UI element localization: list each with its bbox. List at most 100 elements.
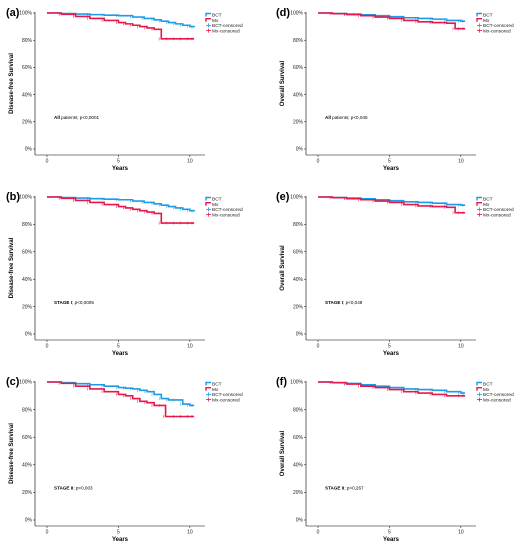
series-bct bbox=[47, 196, 195, 212]
panel-label: (a) bbox=[6, 7, 20, 19]
series-mx bbox=[318, 12, 466, 30]
y-tick-label: 20% bbox=[293, 120, 304, 126]
annotation-bold: STAGE II bbox=[54, 486, 73, 491]
y-tick-label: 20% bbox=[22, 490, 33, 496]
x-tick-label: 10 bbox=[458, 530, 464, 536]
x-tick-label: 10 bbox=[187, 159, 193, 165]
x-axis-title: Years bbox=[112, 351, 129, 357]
legend-item-label: BCT-censored bbox=[483, 392, 514, 398]
y-tick-label: 40% bbox=[293, 463, 304, 469]
y-tick-label: 20% bbox=[22, 304, 33, 310]
y-tick-label: 60% bbox=[293, 65, 304, 71]
series-mx bbox=[318, 381, 466, 397]
legend-item-label: Mx bbox=[483, 202, 490, 208]
x-axis-title: Years bbox=[383, 166, 400, 172]
x-tick-label: 0 bbox=[46, 530, 49, 536]
chart-panel-4: (e) 0% 20% 40% 60% 80% 100% 0 5 10 Years Overall Su… bbox=[276, 191, 514, 357]
panel-label: (e) bbox=[276, 191, 290, 203]
x-tick-label: 10 bbox=[187, 344, 193, 350]
legend-item-label: Mx bbox=[212, 18, 219, 24]
series-bct bbox=[47, 12, 195, 28]
legend-swatch bbox=[476, 196, 482, 201]
series-mx bbox=[318, 196, 466, 214]
annotation: All patients; p<0,0001 bbox=[54, 115, 100, 120]
y-axis-title: Overall Survival bbox=[280, 245, 286, 291]
y-tick-label: 60% bbox=[22, 65, 33, 71]
y-tick-label: 40% bbox=[293, 277, 304, 283]
legend-item-label: BCT bbox=[212, 382, 222, 388]
x-axis-title: Years bbox=[383, 351, 400, 357]
y-tick-label: 60% bbox=[293, 250, 304, 256]
annotation-text: patients; p<0,045 bbox=[331, 115, 368, 120]
legend-item-label: BCT-censored bbox=[212, 23, 243, 29]
y-tick-label: 80% bbox=[293, 38, 304, 44]
panel-label: (f) bbox=[276, 376, 287, 388]
annotation-bold: STAGE I bbox=[54, 300, 72, 305]
y-tick-label: 100% bbox=[19, 195, 32, 201]
y-axis-title: Disease-free Survival bbox=[9, 423, 15, 484]
legend-item-label: Mx bbox=[483, 387, 490, 393]
x-tick-label: 5 bbox=[117, 530, 120, 536]
x-tick-label: 0 bbox=[317, 159, 320, 165]
x-tick-label: 10 bbox=[187, 530, 193, 536]
x-tick-label: 5 bbox=[388, 159, 391, 165]
y-axis-title: Overall Survival bbox=[280, 430, 286, 476]
x-tick-label: 0 bbox=[46, 159, 49, 165]
chart-panel-3: (d) 0% 20% 40% 60% 80% 100% 0 5 10 Years Overall Su… bbox=[276, 7, 514, 172]
legend-item-label: Mx bbox=[212, 387, 219, 393]
y-tick-label: 60% bbox=[22, 250, 33, 256]
y-tick-label: 40% bbox=[22, 277, 33, 283]
annotation: STAGE I; p<0,0005 bbox=[54, 300, 94, 305]
legend-item-label: BCT bbox=[483, 13, 493, 19]
x-tick-label: 0 bbox=[46, 344, 49, 350]
annotation-bold: STAGE I bbox=[325, 300, 343, 305]
legend-item-label: Mx-censored bbox=[212, 28, 240, 34]
y-tick-label: 40% bbox=[293, 92, 304, 98]
annotation-bold: All bbox=[54, 115, 60, 120]
y-tick-label: 100% bbox=[19, 380, 32, 386]
legend-item-label: BCT-censored bbox=[212, 207, 243, 213]
legend-item-label: Mx-censored bbox=[483, 212, 511, 218]
y-tick-label: 20% bbox=[293, 304, 304, 310]
y-tick-label: 100% bbox=[19, 11, 32, 17]
legend-swatch bbox=[476, 381, 482, 386]
legend-swatch bbox=[205, 18, 211, 22]
legend-item-label: Mx bbox=[212, 202, 219, 208]
legend-swatch bbox=[205, 196, 211, 201]
y-axis-title: Disease-free Survival bbox=[9, 53, 15, 114]
chart-panel-2: (c) 0% 20% 40% 60% 80% 100% 0 5 10 Years Disease-fr… bbox=[6, 376, 243, 543]
annotation-text: patients; p<0,0001 bbox=[60, 115, 100, 120]
x-axis-title: Years bbox=[112, 166, 129, 172]
y-tick-label: 0% bbox=[25, 518, 33, 524]
series-mx bbox=[47, 12, 195, 40]
x-axis-title: Years bbox=[112, 537, 129, 543]
legend-item-label: Mx bbox=[483, 18, 490, 24]
y-tick-label: 20% bbox=[22, 120, 33, 126]
legend-item-label: BCT bbox=[483, 382, 493, 388]
annotation-bold: STAGE II bbox=[325, 486, 344, 491]
legend-swatch bbox=[205, 202, 211, 206]
panel-label: (c) bbox=[6, 376, 20, 388]
x-tick-label: 5 bbox=[388, 530, 391, 536]
legend-item-label: Mx-censored bbox=[483, 28, 511, 34]
y-tick-label: 40% bbox=[22, 92, 33, 98]
legend-item-label: BCT-censored bbox=[483, 23, 514, 29]
x-tick-label: 10 bbox=[458, 159, 464, 165]
annotation-text: ; p<0,048 bbox=[343, 300, 363, 305]
legend-item-label: BCT bbox=[483, 197, 493, 203]
legend-item-label: BCT bbox=[212, 13, 222, 19]
series-mx bbox=[47, 196, 195, 224]
legend-item-label: BCT-censored bbox=[212, 392, 243, 398]
chart-panel-0: (a) 0% 20% 40% 60% 80% 100% 0 5 10 Years Disease-fr… bbox=[6, 7, 243, 172]
legend-item-label: Mx-censored bbox=[212, 397, 240, 403]
y-tick-label: 100% bbox=[290, 195, 303, 201]
y-tick-label: 80% bbox=[22, 407, 33, 413]
y-tick-label: 0% bbox=[25, 332, 33, 338]
y-tick-label: 0% bbox=[296, 332, 304, 338]
y-tick-label: 20% bbox=[293, 490, 304, 496]
annotation: STAGE I; p<0,048 bbox=[325, 300, 363, 305]
y-axis-title: Overall Survival bbox=[280, 60, 286, 106]
series-mx bbox=[47, 381, 195, 418]
annotation: STAGE II; p<0,003 bbox=[54, 486, 93, 491]
legend-swatch bbox=[205, 381, 211, 386]
